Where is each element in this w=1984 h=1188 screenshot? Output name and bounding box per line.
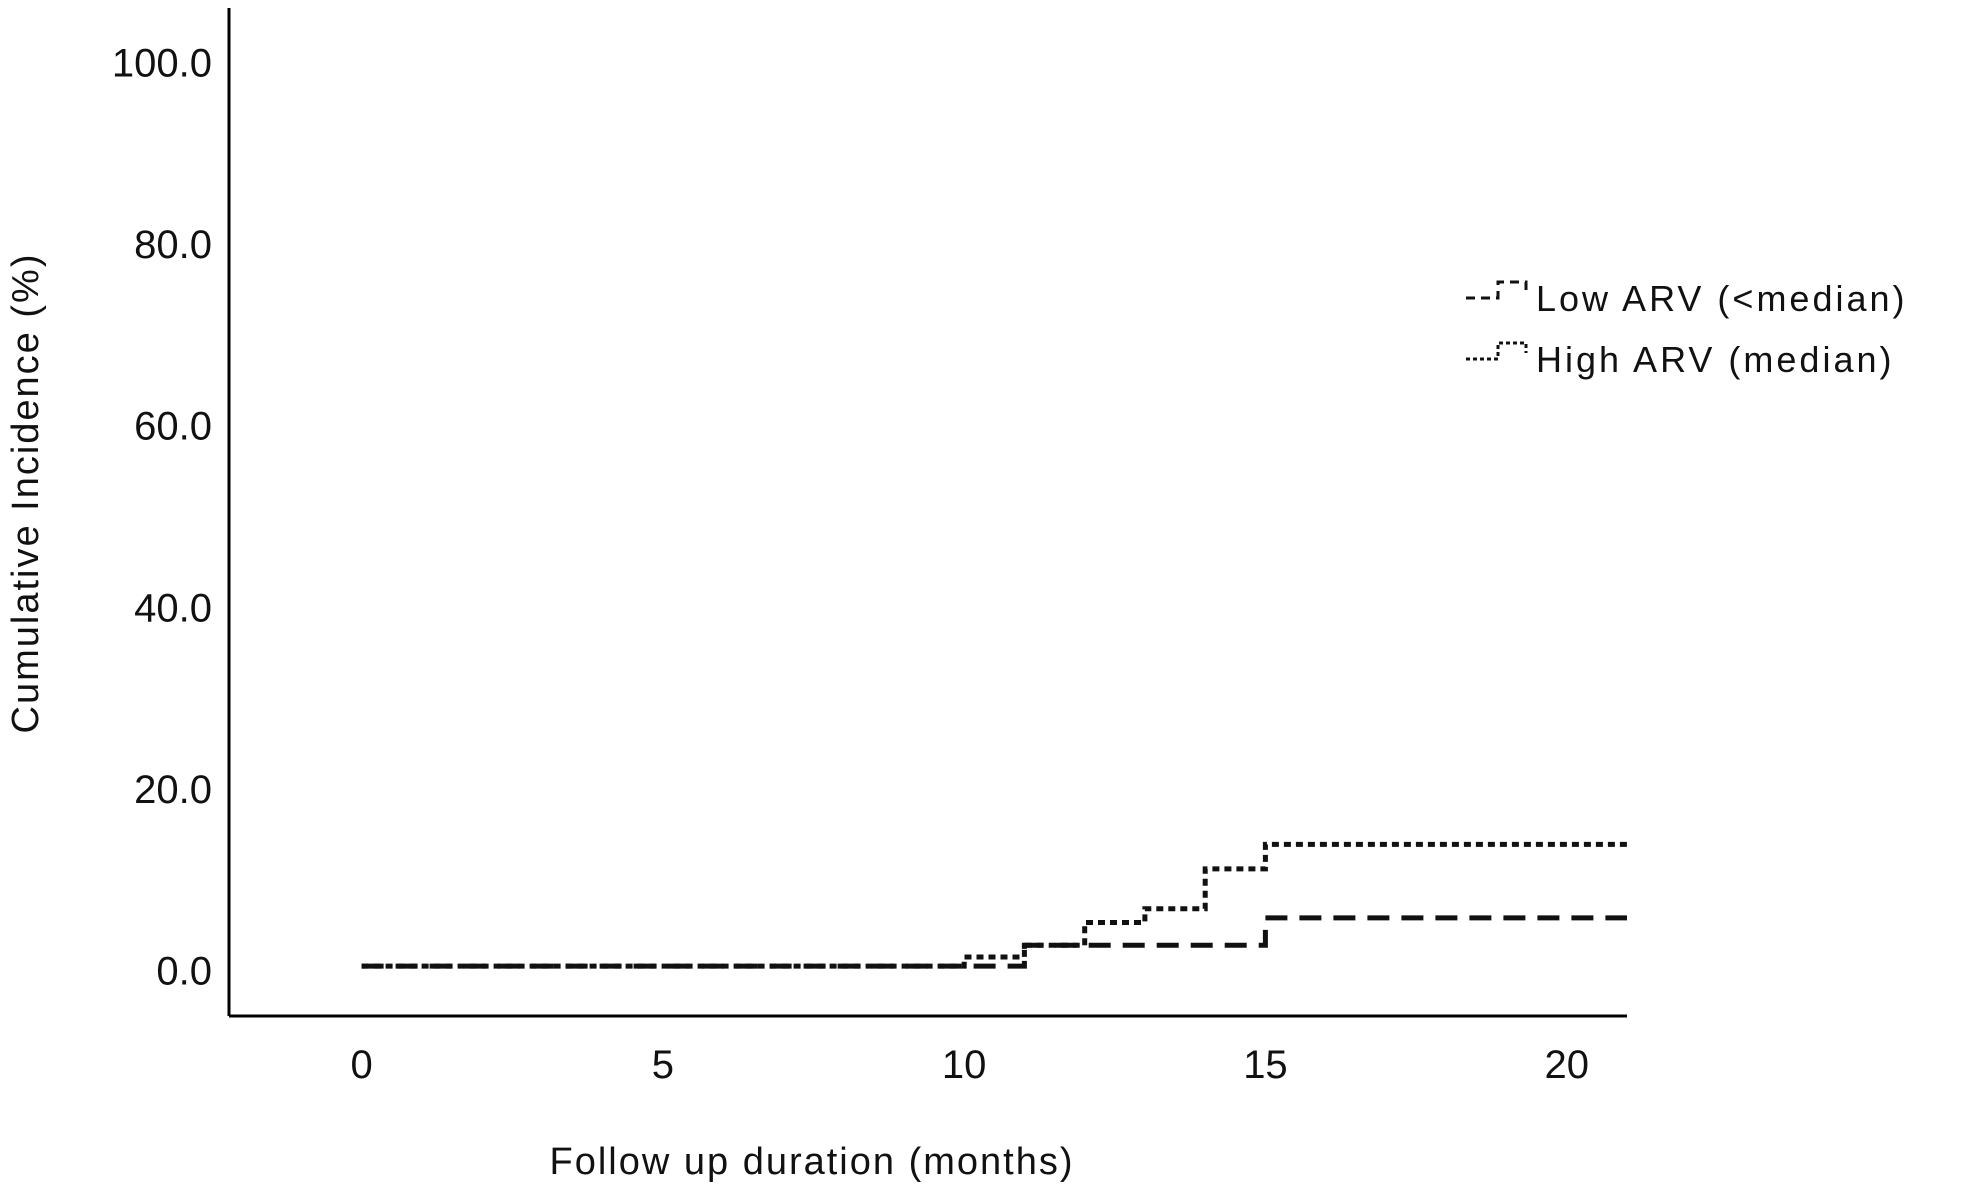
x-tick-label: 10 [942, 1043, 987, 1087]
x-tick-label: 20 [1544, 1043, 1589, 1087]
x-tick-label: 15 [1243, 1043, 1288, 1087]
legend-label: Low ARV (<median) [1536, 278, 1908, 319]
y-tick-label: 60.0 [134, 405, 212, 449]
legend-swatch [1466, 341, 1528, 361]
y-tick-label: 80.0 [134, 223, 212, 267]
x-tick-label: 0 [350, 1043, 372, 1087]
series-lines [361, 841, 1627, 969]
x-axis-title: Follow up duration (months) [550, 1141, 1075, 1183]
y-tick-label: 20.0 [134, 768, 212, 812]
y-tick-labels: 0.0 20.0 40.0 60.0 80.0 100.0 [112, 41, 212, 993]
y-tick-label: 0.0 [156, 950, 212, 994]
legend: Low ARV (<median) High ARV (median) [1466, 278, 1908, 380]
axes [227, 8, 1627, 1018]
legend-swatch [1466, 280, 1528, 300]
series-line-high-arv [361, 841, 1627, 969]
x-tick-label: 5 [652, 1043, 674, 1087]
x-tick-labels: 0 5 10 15 20 [350, 1043, 1589, 1087]
legend-label: High ARV (median) [1536, 339, 1894, 380]
y-axis-title: Cumulative Incidence (%) [5, 253, 47, 734]
y-tick-label: 100.0 [112, 41, 212, 85]
y-tick-label: 40.0 [134, 586, 212, 630]
